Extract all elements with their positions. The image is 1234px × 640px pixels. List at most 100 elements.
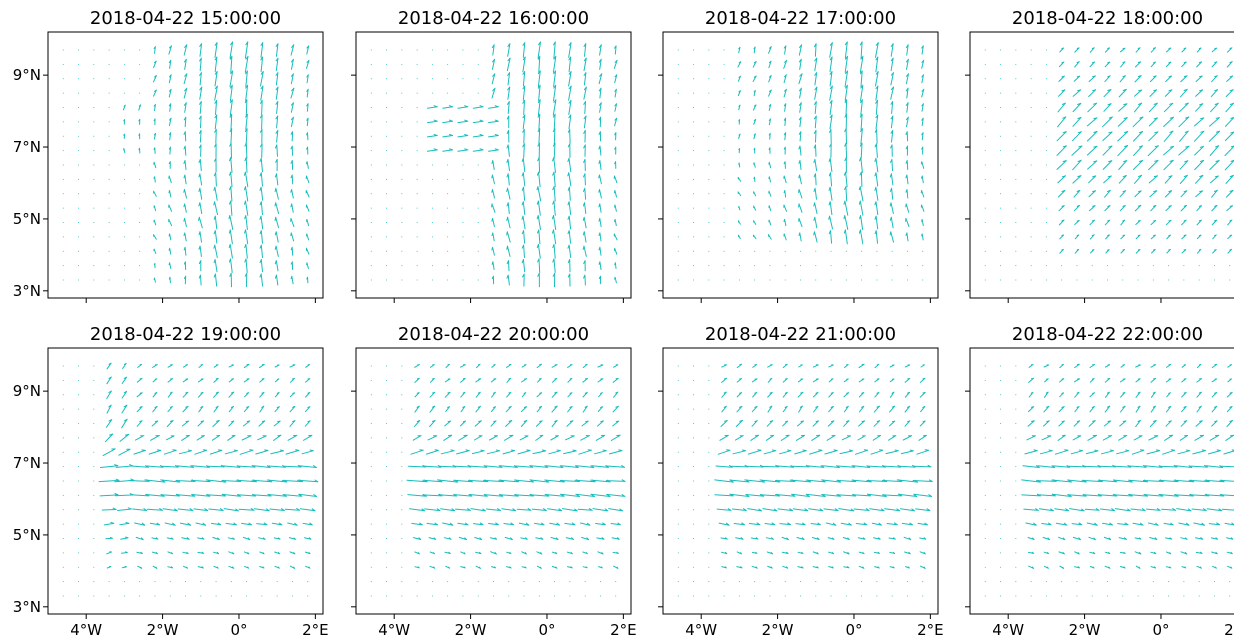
panels: 2018-04-22 15:00:003°N5°N7°N9°N2018-04-2… [13, 8, 1234, 639]
quiver-arrow [153, 234, 157, 240]
quiver-arrow [612, 551, 619, 554]
quiver-arrow [1196, 234, 1202, 240]
quiver-arrow [1103, 89, 1112, 98]
quiver-arrow [1226, 551, 1233, 555]
quiver-arrow [751, 406, 758, 413]
quiver-arrow [1000, 451, 1002, 453]
quiver-arrow [1165, 405, 1172, 413]
quiver-arrow [1073, 566, 1080, 569]
quiver-arrow [876, 265, 878, 267]
quiver-arrow [723, 222, 725, 224]
quiver-arrow [844, 186, 848, 202]
quiver-arrow [719, 434, 729, 441]
quiver-arrow [93, 63, 95, 65]
quiver-arrow [401, 394, 403, 396]
quiver-arrow [752, 75, 757, 82]
quiver-arrow [1221, 508, 1234, 511]
quiver-arrow [1146, 449, 1161, 455]
quiver-arrow [1114, 508, 1131, 512]
quiver-arrow [798, 405, 803, 413]
quiver-arrow [93, 552, 95, 554]
quiver-arrow [693, 236, 695, 238]
quiver-arrow [693, 394, 695, 396]
quiver-arrow [1135, 419, 1141, 428]
quiver-arrow [506, 187, 511, 200]
quiver-arrow [138, 133, 141, 140]
quiver-arrow [214, 114, 218, 130]
quiver-arrow [1120, 61, 1126, 68]
quiver-arrow [1030, 178, 1032, 180]
quiver-arrow [462, 581, 464, 583]
quiver-arrow [459, 420, 466, 427]
quiver-arrow [876, 581, 878, 583]
quiver-arrow [1120, 234, 1126, 240]
quiver-arrow [370, 552, 372, 554]
quiver-arrow [93, 135, 95, 137]
quiver-arrow [408, 464, 427, 468]
quiver-arrow [811, 537, 820, 540]
quiver-arrow [472, 522, 484, 526]
quiver-arrows [984, 363, 1234, 597]
quiver-arrow [1178, 116, 1190, 128]
quiver-arrow [567, 172, 572, 187]
quiver-arrow [198, 158, 202, 172]
quiver-arrow [207, 464, 225, 468]
quiver-arrow [515, 465, 534, 468]
x-tick-label: 2°E [302, 621, 329, 639]
quiver-arrow [1083, 464, 1102, 468]
quiver-arrow [230, 595, 232, 597]
quiver-arrow [738, 205, 741, 211]
quiver-arrow [198, 378, 204, 383]
quiver-arrow [78, 78, 80, 80]
quiver-arrow [472, 148, 484, 152]
quiver-arrow [153, 277, 156, 283]
quiver-arrow [584, 581, 586, 583]
quiver-arrow [984, 135, 986, 137]
quiver-arrow [93, 222, 95, 224]
quiver-arrow [567, 392, 573, 398]
quiver-arrow [484, 465, 503, 468]
quiver-arrow [199, 101, 202, 114]
quiver-arrow [193, 508, 209, 512]
quiver-arrow [516, 508, 532, 511]
quiver-arrow [1208, 130, 1221, 142]
quiver-arrow [1028, 364, 1034, 368]
quiver-arrow [123, 265, 125, 267]
quiver-arrow [1193, 522, 1205, 526]
quiver-arrow [474, 420, 482, 427]
quiver-arrow [1089, 405, 1095, 413]
quiver-arrow [885, 449, 899, 455]
quiver-arrow [1059, 565, 1064, 569]
quiver-arrow [223, 508, 239, 512]
quiver-arrow [844, 113, 847, 130]
quiver-arrow [843, 200, 849, 216]
quiver-arrow [462, 265, 464, 267]
quiver-arrow [491, 174, 495, 185]
x-tick-label: 0° [538, 621, 555, 639]
quiver-arrow [754, 595, 756, 597]
quiver-arrow [123, 92, 125, 94]
quiver-arrow [409, 508, 426, 512]
quiver-arrow [108, 222, 110, 224]
quiver-arrow [198, 274, 202, 286]
quiver-arrow [615, 595, 617, 597]
quiver-arrow [78, 106, 80, 108]
quiver-arrow [677, 92, 679, 94]
quiver-arrow [769, 581, 771, 583]
quiver-arrow [1000, 236, 1002, 238]
quiver-arrow [829, 85, 833, 101]
quiver-arrow [229, 55, 233, 73]
quiver-arrow [298, 493, 318, 497]
panel-title: 2018-04-22 21:00:00 [705, 324, 896, 345]
quiver-arrow [1149, 75, 1157, 83]
panel-title: 2018-04-22 19:00:00 [90, 324, 281, 345]
quiver-arrow [370, 279, 372, 281]
quiver-arrow [814, 57, 818, 72]
quiver-arrow [260, 71, 264, 87]
quiver-arrow [78, 250, 80, 252]
quiver-arrow [912, 479, 933, 482]
quiver-arrow [919, 551, 926, 555]
quiver-arrow [139, 581, 141, 583]
quiver-arrow [244, 55, 249, 73]
quiver-arrow [768, 60, 772, 69]
